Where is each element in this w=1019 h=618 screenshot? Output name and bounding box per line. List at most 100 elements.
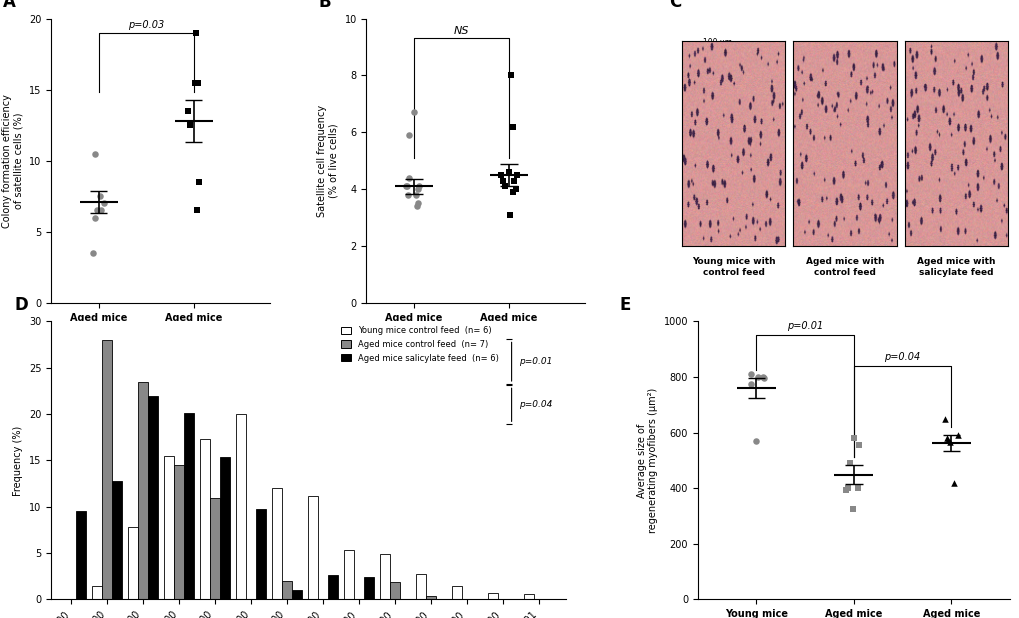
Point (187, 28, 204, 38)
Point (754, 372, 770, 382)
Point (743, 369, 759, 379)
Point (93, 205, 109, 215)
Text: C: C (668, 0, 681, 11)
Point (86, 248, 102, 258)
Point (189, 205, 205, 215)
Bar (256, 509, 266, 599)
Bar (235, 414, 246, 599)
Point (96, 198, 112, 208)
Point (850, 440, 866, 450)
Point (399, 190, 416, 200)
Point (400, 130, 417, 140)
Y-axis label: Frequency (%): Frequency (%) (13, 425, 23, 496)
Point (504, 122, 521, 132)
Point (507, 184, 524, 194)
Bar (127, 527, 138, 599)
Point (936, 414, 953, 424)
Text: p=0.01: p=0.01 (519, 357, 552, 366)
Bar (291, 590, 302, 599)
Point (941, 438, 957, 447)
Bar (200, 439, 210, 599)
Text: Aged mice with
control feed: Aged mice with control feed (805, 257, 883, 277)
Point (87, 213, 103, 222)
Text: Young mice with
control feed: Young mice with control feed (691, 257, 774, 277)
Point (179, 106, 196, 116)
Point (500, 167, 517, 177)
Bar (138, 381, 148, 599)
Point (397, 181, 414, 191)
Point (409, 201, 425, 211)
Point (406, 108, 422, 117)
Bar (415, 574, 425, 599)
Point (408, 190, 424, 200)
Point (845, 433, 861, 443)
Bar (343, 550, 354, 599)
Point (410, 184, 426, 194)
Text: 100 μm: 100 μm (703, 38, 732, 47)
Bar (389, 582, 399, 599)
Bar (327, 575, 337, 599)
Point (182, 120, 199, 130)
Text: p=0.03: p=0.03 (127, 20, 164, 30)
Point (842, 459, 858, 468)
Y-axis label: Satellite cell frequency
(% of live cells): Satellite cell frequency (% of live cell… (317, 104, 338, 217)
Bar (148, 396, 158, 599)
Text: p=0.01: p=0.01 (787, 321, 822, 331)
Point (190, 77, 206, 87)
Bar (112, 481, 122, 599)
Text: A: A (3, 0, 15, 11)
Bar (173, 465, 183, 599)
Point (92, 191, 108, 201)
Point (501, 210, 518, 219)
Point (838, 485, 854, 494)
Bar (451, 586, 462, 599)
Point (749, 372, 765, 382)
Point (747, 436, 763, 446)
Point (840, 483, 856, 493)
Bar (281, 581, 291, 599)
Text: NS: NS (453, 25, 469, 36)
Point (844, 504, 860, 514)
Point (755, 373, 771, 383)
Point (945, 478, 961, 488)
Bar (364, 577, 373, 599)
Bar (308, 496, 317, 599)
Point (191, 177, 207, 187)
Point (398, 181, 415, 191)
Point (186, 77, 203, 87)
Point (89, 205, 105, 215)
Text: E: E (620, 296, 631, 314)
Point (504, 187, 521, 197)
Y-axis label: Colony formation efficiency
of satellite cells (%): Colony formation efficiency of satellite… (2, 94, 23, 227)
Bar (219, 457, 229, 599)
Bar (163, 455, 173, 599)
Bar (183, 413, 194, 599)
Point (410, 198, 426, 208)
Point (87, 148, 103, 158)
Point (938, 434, 955, 444)
Point (494, 176, 511, 185)
Point (400, 173, 417, 183)
Point (502, 70, 519, 80)
Point (743, 379, 759, 389)
Point (492, 170, 508, 180)
Point (949, 430, 965, 440)
Point (410, 181, 426, 191)
Bar (75, 511, 86, 599)
Bar (523, 594, 533, 599)
Legend: Young mice control feed  (n= 6), Aged mice control feed  (n= 7), Aged mice salic: Young mice control feed (n= 6), Aged mic… (340, 326, 499, 363)
Point (508, 170, 525, 180)
Point (938, 433, 955, 443)
Y-axis label: Average size of
regenerating myofibers (μm²): Average size of regenerating myofibers (… (636, 387, 657, 533)
Bar (425, 596, 435, 599)
Bar (379, 554, 389, 599)
Bar (92, 586, 102, 599)
Text: Aged mice with
salicylate feed: Aged mice with salicylate feed (916, 257, 995, 277)
Text: p=0.04: p=0.04 (519, 400, 552, 409)
Point (505, 176, 522, 185)
Bar (271, 488, 281, 599)
Bar (210, 498, 219, 599)
Bar (102, 340, 112, 599)
Text: D: D (15, 296, 29, 314)
Text: B: B (318, 0, 331, 11)
